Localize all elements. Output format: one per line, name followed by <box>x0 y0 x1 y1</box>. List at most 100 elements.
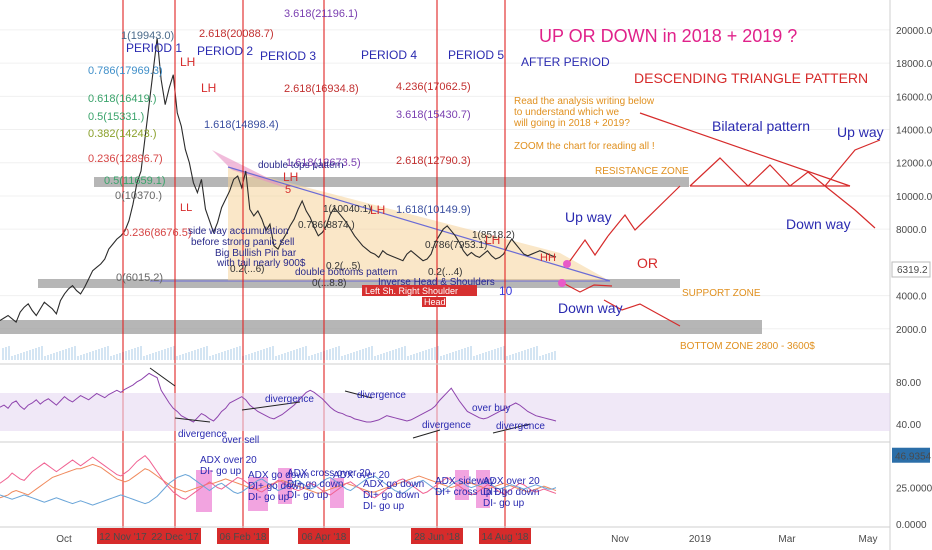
volume-bar <box>332 348 334 360</box>
volume-bar <box>422 351 424 360</box>
volume-bar <box>197 349 199 360</box>
volume-bar <box>407 356 409 360</box>
volume-bar <box>497 348 499 360</box>
pattern-note: with tail nearly 900$ <box>216 258 306 269</box>
volume-bar <box>53 353 55 360</box>
volume-bar <box>227 350 229 360</box>
volume-bar <box>368 347 370 360</box>
fib-label: 0.5(15331.) <box>88 111 144 123</box>
volume-bar <box>470 346 472 360</box>
adx-label: DI- go up <box>483 498 525 509</box>
volume-bar <box>524 350 526 360</box>
volume-bar <box>275 356 277 360</box>
volume-bar <box>320 352 322 360</box>
volume-bar <box>512 354 514 360</box>
x-tick: 2019 <box>689 534 712 545</box>
volume-bar <box>395 349 397 360</box>
volume-bar <box>179 355 181 360</box>
pattern-note: Left Sh. Right Shoulder <box>365 286 458 296</box>
pattern-note: double bottoms pattern <box>295 267 397 278</box>
period-label: PERIOD 5 <box>448 48 504 62</box>
volume-bar <box>104 347 106 360</box>
volume-bar <box>458 350 460 360</box>
adx-label: DI+ go down <box>287 479 343 490</box>
down-arrow-path <box>562 282 613 293</box>
pattern-labels: LH LH LH LH LH LL HH double tops pattern… <box>180 55 556 307</box>
rsi-label: over buy <box>472 403 510 414</box>
volume-bar <box>68 348 70 360</box>
bottom-zone-band <box>0 320 762 334</box>
note-line: will going in 2018 + 2019? <box>513 118 630 129</box>
rsi-axis: 80.00 40.00 <box>896 378 921 431</box>
divergence-line <box>412 429 441 439</box>
support-zone-band <box>38 279 680 288</box>
date-badge <box>149 528 201 544</box>
adx-box <box>278 468 292 504</box>
volume-bar <box>239 346 241 360</box>
rsi-label: divergence <box>178 429 227 440</box>
scenario-label: Up way <box>565 209 612 225</box>
x-tick: Oct <box>56 534 72 545</box>
volume-bar <box>236 347 238 360</box>
date-label: 06 Feb '18 <box>220 532 267 543</box>
volume-bar <box>377 355 379 360</box>
adx-boxes <box>196 468 490 512</box>
volume-bar <box>71 347 73 360</box>
chart-subtitle: DESCENDING TRIANGLE PATTERN <box>634 70 868 86</box>
volume-bar <box>530 348 532 360</box>
volume-bar <box>467 347 469 360</box>
volume-bar <box>482 353 484 360</box>
volume-bar <box>224 351 226 360</box>
adx-label: ADX over 20 <box>483 476 540 487</box>
volume-bar <box>449 353 451 360</box>
volume-bar <box>107 346 109 360</box>
volume-bar <box>254 352 256 360</box>
volume-bar <box>50 354 52 360</box>
price-line <box>0 38 557 324</box>
volume-bar <box>128 350 130 360</box>
rsi-tick: 80.00 <box>896 378 921 389</box>
volume-bar <box>509 355 511 360</box>
fib-label: 0.786(17969.3) <box>88 65 163 77</box>
fib-label: 2.618(12790.3) <box>396 155 471 167</box>
volume-bar <box>131 349 133 360</box>
volume-bar <box>23 352 25 360</box>
zone-label: RESISTANCE ZONE <box>595 166 689 177</box>
adx-axis: 46.9354 25.0000 0.0000 <box>892 447 932 531</box>
date-label: 06 Apr '18 <box>302 532 347 543</box>
adx-label: DI+ go down <box>363 490 419 501</box>
x-tick: Mar <box>778 534 796 545</box>
scenario-arrows <box>558 112 881 327</box>
volume-bar <box>62 350 64 360</box>
volume-bar <box>452 352 454 360</box>
pattern-note: double tops pattern <box>258 160 344 171</box>
price-axis: 20000.0 18000.0 16000.0 14000.0 12000.0 10000… <box>896 26 932 336</box>
zone-labels: RESISTANCE ZONE SUPPORT ZONE BOTTOM ZONE… <box>595 166 815 352</box>
volume-bar <box>335 347 337 360</box>
fib-label: 0.5(11659.1) <box>104 175 166 187</box>
scenario-label: Down way <box>786 216 851 232</box>
volume-bar <box>2 348 4 360</box>
fib-label: 1.618(12673.5) <box>286 157 361 169</box>
volume-bar <box>140 346 142 360</box>
volume-bar <box>341 356 343 360</box>
volume-bar <box>488 351 490 360</box>
price-tick: 14000.0 <box>896 126 932 137</box>
volume-bar <box>173 346 175 360</box>
up-arrow-path <box>566 235 609 266</box>
adx-label: ADX cross over 20 <box>287 468 371 479</box>
rsi-label: over sell <box>222 435 259 446</box>
period-labels: PERIOD 1 PERIOD 2 PERIOD 3 PERIOD 4 PERI… <box>126 41 610 69</box>
price-tick: 18000.0 <box>896 59 932 70</box>
volume-bar <box>32 349 34 360</box>
volume-bar <box>185 353 187 360</box>
adx-label: DI+ cross up DI- <box>435 487 508 498</box>
volume-bar <box>464 348 466 360</box>
date-label: 12 Nov '17 <box>99 532 147 543</box>
volume-bar <box>194 350 196 360</box>
volume-bar <box>152 353 154 360</box>
volume-bar <box>350 353 352 360</box>
volume-bar <box>248 354 250 360</box>
volume-bar <box>164 349 166 360</box>
volume-bar <box>410 355 412 360</box>
